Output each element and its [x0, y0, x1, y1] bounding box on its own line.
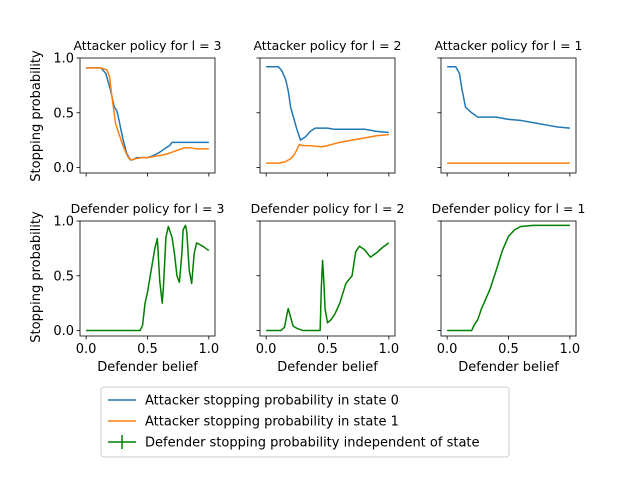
series-line-1	[266, 66, 389, 141]
x-tick-label: 1.0	[379, 342, 400, 357]
series-line-1	[86, 224, 210, 332]
axes-frame	[440, 57, 577, 174]
legend-label-attacker-state0: Attacker stopping probability in state 0	[145, 394, 399, 409]
subplot-6: Defender policy for l = 1 0.0 0.5 1.0Defend…	[432, 201, 586, 375]
legend: Attacker stopping probability in state 0…	[100, 386, 510, 458]
x-axis-label: Defender belief	[97, 360, 198, 375]
x-tick-label: 0.5	[137, 342, 158, 357]
subplot-title: Defender policy for l = 2	[251, 201, 405, 216]
x-tick-label: 0.5	[498, 342, 519, 357]
subplot-title: Attacker policy for l = 2	[253, 38, 401, 53]
subplot-4: Defender policy for l = 3 0.00.0 0.5 0.5 1.0…	[53, 201, 224, 375]
y-axis-label-bottom: Stopping probability	[29, 211, 44, 343]
x-tick-label: 0.0	[76, 342, 97, 357]
y-axis-label-top: Stopping probability	[29, 50, 44, 182]
subplot-5: Defender policy for l = 2 0.0 0.5 1.0Defend…	[251, 201, 405, 375]
y-tick-label: 0.0	[53, 161, 74, 176]
x-tick-label: 0.0	[437, 342, 458, 357]
y-tick-label: 0.5	[53, 106, 74, 121]
x-axis-label: Defender belief	[277, 360, 378, 375]
legend-frame	[100, 386, 510, 458]
series-line-1	[86, 67, 209, 161]
axes-frame	[440, 220, 577, 337]
y-tick-label: 0.0	[53, 324, 74, 339]
x-axis-label: Defender belief	[458, 360, 559, 375]
subplot-3: Attacker policy for l = 1	[434, 38, 583, 177]
x-tick-label: 0.5	[317, 342, 338, 357]
subplot-title: Defender policy for l = 1	[432, 201, 586, 216]
axes-frame	[79, 220, 216, 337]
series-line-1	[447, 66, 570, 129]
series-line-2	[86, 67, 209, 161]
series-line-1	[266, 242, 390, 332]
axes-frame	[79, 57, 216, 174]
subplot-title: Attacker policy for l = 3	[73, 38, 221, 53]
subplot-2: Attacker policy for l = 2	[253, 38, 402, 177]
x-tick-label: 0.0	[256, 342, 277, 357]
x-tick-label: 1.0	[199, 342, 220, 357]
legend-label-defender: Defender stopping probability independen…	[145, 436, 480, 451]
x-tick-label: 1.0	[560, 342, 581, 357]
subplot-grid: Attacker policy for l = 30.00.51.0Attack…	[53, 38, 585, 375]
series-line-1	[447, 224, 570, 332]
y-tick-label: 1.0	[53, 215, 74, 230]
legend-label-attacker-state1: Attacker stopping probability in state 1	[145, 415, 399, 430]
series-line-2	[266, 133, 389, 164]
y-tick-label: 0.5	[53, 269, 74, 284]
y-tick-label: 1.0	[53, 52, 74, 67]
subplot-title: Defender policy for l = 3	[71, 201, 225, 216]
subplot-title: Attacker policy for l = 1	[434, 38, 582, 53]
axes-frame	[259, 57, 396, 174]
subplot-1: Attacker policy for l = 3 0.0 0.5 1.0	[53, 38, 222, 177]
